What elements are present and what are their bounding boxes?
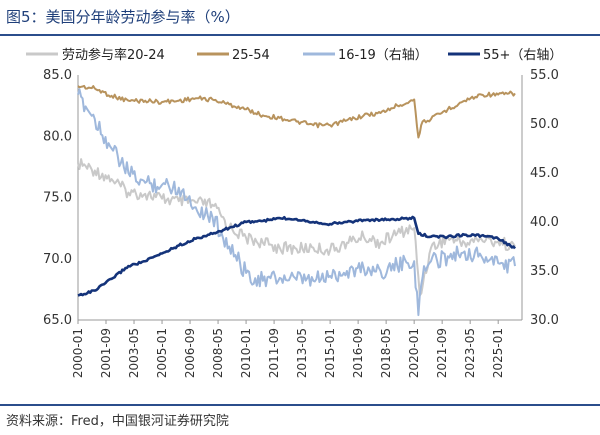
right-tick-label: 35.0: [530, 264, 559, 279]
right-tick-label: 30.0: [530, 313, 559, 328]
left-tick-label: 85.0: [43, 68, 72, 83]
x-tick-label: 2006-09: [183, 328, 197, 378]
chart-title: 图5：美国分年龄劳动参与率（%）: [6, 8, 240, 26]
x-tick-label: 2010-01: [239, 328, 253, 378]
left-tick-label: 65.0: [43, 313, 72, 328]
x-tick-label: 2013-05: [295, 328, 309, 378]
x-tick-label: 2016-09: [351, 328, 365, 378]
x-tick-label: 2001-09: [99, 328, 113, 378]
x-tick-label: 2005-01: [155, 328, 169, 378]
x-tick-label: 2020-01: [407, 328, 421, 378]
series-line: [77, 84, 516, 139]
x-tick-label: 2021-09: [435, 328, 449, 378]
left-tick-label: 80.0: [43, 129, 72, 144]
series-line: [77, 88, 516, 317]
x-tick-label: 2025-01: [491, 328, 505, 378]
right-tick-label: 55.0: [530, 68, 559, 83]
source-note: 资料来源：Fred，中国银河证券研究院: [6, 414, 229, 429]
right-tick-label: 45.0: [530, 166, 559, 181]
series-line: [77, 215, 517, 297]
title-rule: [0, 34, 600, 36]
footer-rule: [0, 404, 600, 406]
chart-header: 图5：美国分年龄劳动参与率（%）: [0, 0, 600, 34]
legend-label: 55+（右轴）: [483, 48, 562, 63]
x-tick-label: 2015-01: [323, 328, 337, 378]
x-tick-label: 2023-05: [463, 328, 477, 378]
left-tick-label: 70.0: [43, 252, 72, 267]
series-line: [77, 158, 516, 297]
legend-label: 16-19（右轴）: [338, 48, 428, 63]
legend-label: 劳动参与率20-24: [62, 47, 165, 63]
x-tick-label: 2008-05: [211, 328, 225, 378]
x-tick-label: 2018-05: [379, 328, 393, 378]
left-tick-label: 75.0: [43, 191, 72, 206]
x-tick-label: 2003-05: [127, 328, 141, 378]
chart-area: 劳动参与率20-24 25-54 16-19（右轴） 55+（右轴） 65.0 70.0 7…: [26, 47, 562, 378]
legend-label: 25-54: [232, 48, 270, 63]
x-tick-label: 2000-01: [71, 328, 85, 378]
right-tick-label: 50.0: [530, 117, 559, 132]
x-tick-label: 2011-09: [267, 328, 281, 378]
right-tick-label: 40.0: [530, 215, 559, 230]
